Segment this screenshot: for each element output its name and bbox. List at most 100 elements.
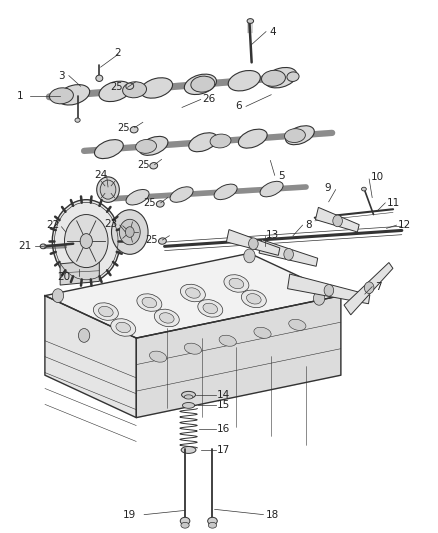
Ellipse shape <box>150 163 158 169</box>
Ellipse shape <box>111 319 136 336</box>
Circle shape <box>249 238 258 249</box>
Text: 6: 6 <box>235 101 242 111</box>
Text: 18: 18 <box>266 510 279 520</box>
Circle shape <box>314 292 325 305</box>
Ellipse shape <box>149 351 167 362</box>
Text: 14: 14 <box>217 390 230 400</box>
Text: 25: 25 <box>144 198 156 208</box>
Circle shape <box>52 200 120 282</box>
Ellipse shape <box>219 335 237 346</box>
Ellipse shape <box>154 309 179 327</box>
Circle shape <box>52 289 64 303</box>
Ellipse shape <box>40 244 46 249</box>
Polygon shape <box>45 253 341 338</box>
Ellipse shape <box>182 391 195 398</box>
Polygon shape <box>45 296 136 418</box>
Ellipse shape <box>265 68 297 88</box>
Ellipse shape <box>181 447 196 454</box>
Text: 2: 2 <box>115 48 121 58</box>
Text: 4: 4 <box>269 27 276 37</box>
Polygon shape <box>226 230 280 255</box>
Text: 5: 5 <box>278 172 284 181</box>
Ellipse shape <box>224 274 249 292</box>
Ellipse shape <box>180 518 190 524</box>
Ellipse shape <box>186 288 200 298</box>
Ellipse shape <box>198 300 223 317</box>
Ellipse shape <box>214 184 237 199</box>
Text: 7: 7 <box>375 281 381 292</box>
Text: 17: 17 <box>217 445 230 455</box>
Ellipse shape <box>285 128 305 142</box>
Text: 16: 16 <box>217 424 230 434</box>
Circle shape <box>244 249 255 263</box>
Ellipse shape <box>126 190 149 205</box>
Ellipse shape <box>139 136 168 155</box>
Ellipse shape <box>228 70 260 91</box>
Text: 25: 25 <box>145 235 158 245</box>
Text: 20: 20 <box>57 272 70 282</box>
Ellipse shape <box>137 294 162 311</box>
Text: 25: 25 <box>138 160 150 169</box>
Polygon shape <box>315 207 359 232</box>
Circle shape <box>64 215 108 268</box>
Ellipse shape <box>289 319 306 330</box>
Circle shape <box>284 248 293 260</box>
Ellipse shape <box>142 297 157 308</box>
Ellipse shape <box>57 85 90 105</box>
Polygon shape <box>287 274 370 304</box>
Polygon shape <box>136 296 341 418</box>
Ellipse shape <box>180 284 205 302</box>
Text: 24: 24 <box>94 170 107 180</box>
Ellipse shape <box>247 19 254 23</box>
Ellipse shape <box>130 126 138 133</box>
Ellipse shape <box>97 177 119 203</box>
Polygon shape <box>60 260 99 285</box>
Ellipse shape <box>191 76 215 92</box>
Circle shape <box>119 219 140 245</box>
Ellipse shape <box>254 327 271 338</box>
Circle shape <box>125 227 134 237</box>
Ellipse shape <box>96 75 103 82</box>
Ellipse shape <box>184 343 201 354</box>
Ellipse shape <box>361 187 366 191</box>
Text: 26: 26 <box>202 94 215 104</box>
Text: 25: 25 <box>117 123 130 133</box>
Text: 10: 10 <box>371 172 384 182</box>
Text: 23: 23 <box>104 219 118 229</box>
Ellipse shape <box>183 402 194 408</box>
Circle shape <box>78 328 90 342</box>
Ellipse shape <box>181 522 189 528</box>
Ellipse shape <box>184 74 216 94</box>
Ellipse shape <box>229 278 244 289</box>
Ellipse shape <box>99 306 113 317</box>
Ellipse shape <box>208 522 217 528</box>
Ellipse shape <box>136 140 156 154</box>
Ellipse shape <box>49 88 74 104</box>
Ellipse shape <box>189 133 218 152</box>
Ellipse shape <box>286 126 314 144</box>
Ellipse shape <box>126 83 134 90</box>
Text: 12: 12 <box>398 220 412 230</box>
Ellipse shape <box>208 518 217 524</box>
Text: 11: 11 <box>387 198 400 208</box>
Ellipse shape <box>261 70 286 86</box>
Text: 9: 9 <box>325 183 331 193</box>
Text: 8: 8 <box>305 220 312 230</box>
Text: 25: 25 <box>110 82 123 92</box>
Ellipse shape <box>260 181 283 197</box>
Text: 13: 13 <box>266 230 279 240</box>
Circle shape <box>324 285 334 296</box>
Circle shape <box>100 180 116 199</box>
Text: 21: 21 <box>19 241 32 252</box>
Text: 22: 22 <box>46 220 60 230</box>
Ellipse shape <box>170 187 193 203</box>
Circle shape <box>364 282 374 294</box>
Ellipse shape <box>210 134 231 148</box>
Circle shape <box>333 215 343 227</box>
Ellipse shape <box>159 313 174 323</box>
Text: 19: 19 <box>123 510 136 520</box>
Ellipse shape <box>156 201 164 207</box>
Ellipse shape <box>247 294 261 304</box>
Polygon shape <box>344 263 393 315</box>
Ellipse shape <box>93 303 118 320</box>
